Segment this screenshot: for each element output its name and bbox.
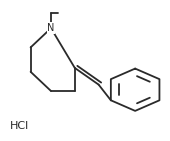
Text: N: N — [47, 23, 55, 33]
Text: HCl: HCl — [10, 121, 29, 131]
